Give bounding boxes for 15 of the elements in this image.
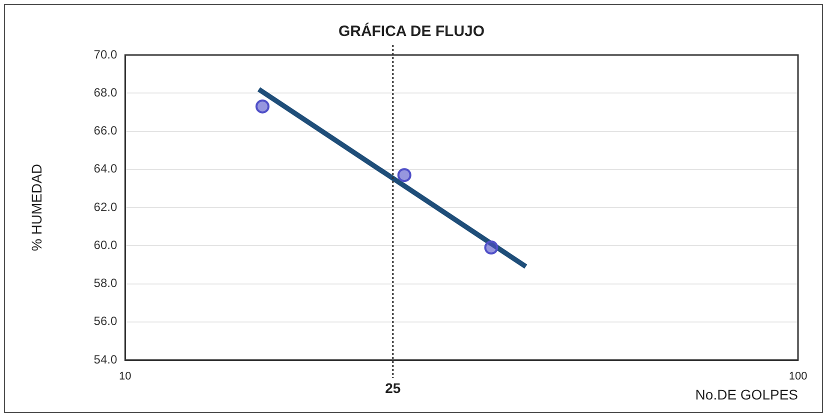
x-tick-label: 10 xyxy=(119,370,132,383)
y-tick-label: 70.0 xyxy=(94,47,118,62)
y-tick-label: 66.0 xyxy=(94,124,118,138)
y-tick-label: 58.0 xyxy=(94,276,118,290)
y-tick-label: 62.0 xyxy=(94,200,118,214)
y-axis-title: % HUMEDAD xyxy=(28,164,44,252)
x-tick-label: 100 xyxy=(788,370,808,383)
y-tick-label: 60.0 xyxy=(94,238,118,252)
ref-line-label: 25 xyxy=(385,380,401,396)
chart-title: GRÁFICA DE FLUJO xyxy=(338,22,485,40)
x-axis-title: No.DE GOLPES xyxy=(695,386,798,402)
y-tick-label: 68.0 xyxy=(94,85,118,100)
y-tick-label: 56.0 xyxy=(94,314,118,328)
y-tick-label: 64.0 xyxy=(94,162,118,176)
y-tick-label: 54.0 xyxy=(94,352,118,366)
